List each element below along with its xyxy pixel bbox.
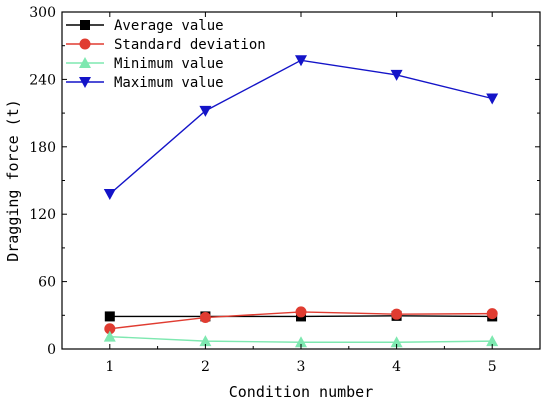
data-point-minimum-value [295,336,307,348]
legend-marker-average-value [80,20,90,30]
data-point-standard-deviation [391,308,403,320]
legend-label-average-value: Average value [114,18,224,34]
data-point-maximum-value [103,188,116,200]
data-point-standard-deviation [199,312,211,324]
plot-lines [109,59,493,343]
x-tick-label: 5 [488,359,497,375]
legend-marker-standard-deviation [79,38,91,50]
x-axis-label: Condition number [229,383,374,401]
data-point-maximum-value [390,69,403,81]
x-tick-label: 1 [105,359,114,375]
data-point-maximum-value [295,55,307,67]
x-tick-label: 2 [201,359,210,375]
data-point-maximum-value [199,105,212,117]
x-tick-label: 3 [297,359,306,375]
plot-markers [103,55,499,348]
legend-label-minimum-value: Minimum value [114,56,224,72]
y-tick-label: 240 [29,72,56,88]
data-point-standard-deviation [486,308,498,320]
legend-label-maximum-value: Maximum value [114,75,224,91]
data-point-minimum-value [390,336,403,348]
y-tick-label: 300 [29,5,56,21]
legend-marker-minimum-value [79,57,91,68]
axis-ticks: 0 60 120 180 240 300 1 2 3 4 5 [29,5,540,375]
legend-marker-maximum-value [79,77,91,88]
data-point-standard-deviation [295,306,307,318]
y-tick-label: 180 [29,140,56,156]
data-point-average-value [104,311,115,322]
data-point-minimum-value [103,330,116,342]
y-tick-label: 120 [29,207,56,223]
legend-label-standard-deviation: Standard deviation [114,37,266,53]
data-point-minimum-value [199,335,212,347]
data-point-maximum-value [486,93,499,105]
x-tick-label: 4 [392,359,401,375]
data-point-minimum-value [486,335,499,347]
legend: Average value Standard deviation Minimum v… [66,18,266,91]
y-axis-label: Dragging force (t) [4,99,22,262]
y-tick-label: 0 [47,342,56,358]
y-tick-label: 60 [38,275,56,291]
